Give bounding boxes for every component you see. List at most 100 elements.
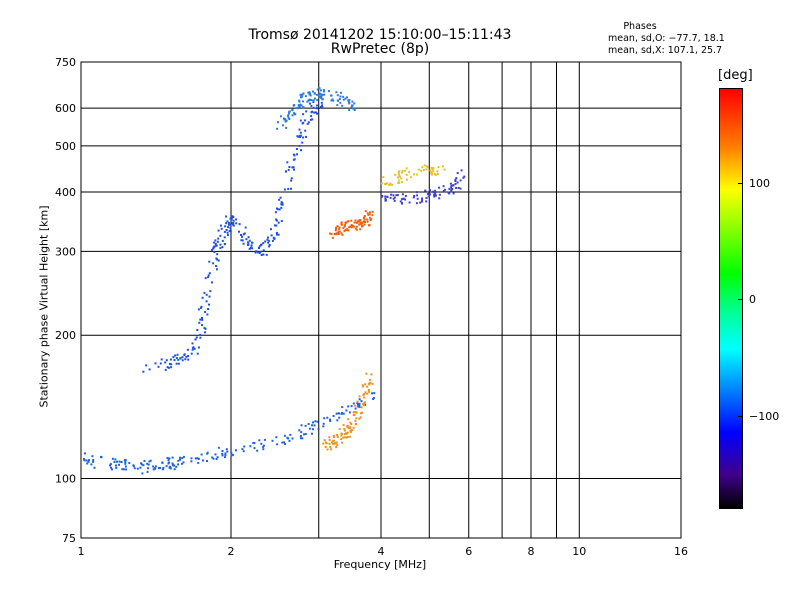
echo-point	[436, 173, 439, 175]
echo-point	[258, 439, 261, 442]
echo-point	[314, 420, 317, 423]
echo-point	[343, 429, 346, 432]
echo-point	[309, 99, 312, 102]
echo-point	[275, 219, 278, 222]
echo-point	[187, 358, 190, 361]
echo-point	[203, 327, 206, 330]
echo-point	[231, 453, 234, 456]
echo-point	[86, 462, 89, 465]
echo-point	[268, 244, 271, 246]
echo-point	[179, 456, 181, 459]
echo-point	[208, 295, 211, 298]
echo-point	[337, 233, 340, 235]
echo-point	[450, 190, 453, 193]
echo-point	[148, 460, 151, 463]
echo-point	[229, 227, 232, 230]
echo-point	[177, 362, 180, 365]
echo-point	[304, 95, 307, 98]
echo-point	[230, 218, 233, 221]
echo-point	[312, 100, 315, 103]
echo-point	[328, 90, 330, 93]
echo-point	[344, 229, 347, 231]
echo-point	[347, 101, 350, 104]
echo-point	[399, 200, 402, 203]
echo-point	[426, 166, 429, 169]
echo-point	[317, 94, 320, 97]
echo-point	[335, 412, 338, 415]
echo-point	[208, 260, 211, 263]
echo-point	[267, 236, 269, 239]
echo-point	[266, 238, 269, 241]
echo-point	[437, 166, 440, 169]
echo-point	[347, 229, 350, 232]
echo-point	[326, 416, 329, 419]
echo-point	[219, 247, 222, 250]
echo-point	[443, 188, 446, 191]
echo-point	[299, 119, 302, 122]
echo-point	[364, 221, 366, 223]
echo-point	[335, 446, 338, 449]
echo-point	[343, 436, 346, 439]
echo-point	[330, 94, 333, 97]
echo-point	[140, 463, 143, 466]
echo-point	[280, 220, 283, 222]
echo-point	[272, 236, 275, 239]
echo-point	[350, 226, 353, 229]
echo-point	[219, 243, 222, 246]
echo-point	[332, 415, 335, 417]
echo-point	[456, 181, 459, 184]
echo-point	[345, 436, 348, 439]
echo-point	[190, 352, 193, 355]
echo-point	[296, 153, 298, 156]
echo-point	[358, 403, 361, 406]
echo-point	[220, 227, 223, 230]
echo-point	[321, 98, 324, 101]
echo-point	[283, 188, 286, 191]
echo-point	[397, 182, 400, 184]
echo-point	[301, 93, 304, 96]
echo-point	[241, 239, 244, 242]
echo-point	[216, 268, 218, 271]
echo-point	[290, 179, 293, 182]
echo-point	[111, 468, 113, 471]
echo-point	[247, 236, 250, 239]
echo-point	[122, 468, 125, 471]
echo-point	[217, 237, 220, 240]
echo-point	[164, 368, 167, 371]
echo-point	[182, 455, 185, 458]
echo-point	[328, 439, 331, 441]
echo-point	[368, 224, 370, 227]
echo-point	[336, 225, 339, 228]
echo-point	[223, 230, 226, 233]
echo-point	[373, 392, 376, 395]
echo-point	[297, 106, 300, 109]
echo-point	[293, 104, 296, 106]
echo-point	[313, 92, 316, 95]
colorbar-tickmark	[738, 299, 743, 300]
y-axis-label: Stationary phase Virtual Height [km]	[37, 205, 51, 408]
echo-point	[250, 244, 253, 247]
echo-point	[152, 468, 155, 471]
echo-point	[265, 253, 268, 256]
echo-point	[359, 412, 362, 415]
echo-point	[420, 169, 423, 172]
echo-point	[307, 423, 310, 425]
echo-point	[125, 468, 127, 471]
echo-point	[221, 450, 224, 452]
echo-point	[207, 308, 210, 310]
echo-point	[340, 221, 343, 224]
echo-point	[316, 99, 319, 101]
echo-point	[416, 191, 418, 194]
echo-point	[226, 450, 229, 453]
data-points	[83, 87, 466, 475]
echo-point	[217, 259, 220, 262]
echo-point	[206, 460, 208, 462]
echo-point	[355, 225, 358, 228]
echo-point	[331, 98, 334, 101]
echo-point	[337, 231, 340, 234]
echo-point	[207, 276, 210, 279]
echo-point	[324, 446, 327, 448]
echo-point	[355, 417, 358, 420]
echo-point	[312, 428, 314, 431]
